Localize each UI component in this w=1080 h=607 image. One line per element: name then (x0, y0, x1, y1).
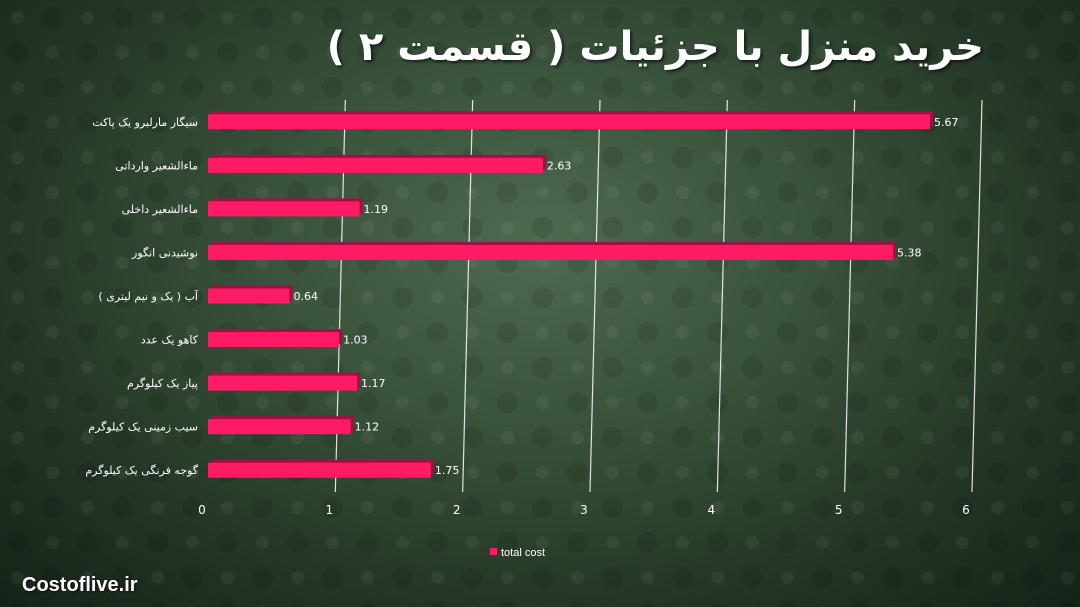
x-tick-label: 0 (198, 503, 206, 517)
category-label: گوجه فرنگی یک کیلوگرم (85, 464, 198, 477)
bar-value-label: 1.75 (435, 464, 460, 477)
category-label: ماءالشعیر وارداتی (115, 159, 198, 172)
x-tick-label: 6 (962, 503, 970, 517)
gridline (971, 99, 983, 493)
bar (208, 288, 290, 304)
site-watermark: Costoflive.ir (22, 574, 138, 596)
bar-value-label: 1.03 (343, 334, 368, 347)
x-tick-label: 1 (326, 503, 334, 517)
category-label: آب ( یک و نیم لیتری ) (98, 289, 199, 303)
x-tick-label: 5 (835, 503, 843, 517)
bar-value-label: 5.38 (897, 246, 922, 259)
bar (208, 157, 543, 173)
legend-swatch (490, 548, 497, 555)
bar-value-label: 1.12 (355, 421, 380, 434)
bar-value-label: 2.63 (547, 159, 572, 172)
bar-value-label: 5.67 (934, 116, 959, 129)
bar (208, 201, 360, 217)
category-label: ماءالشعیر داخلی (122, 203, 199, 216)
category-label: سیب زمینی یک کیلوگرم (88, 421, 198, 434)
x-tick-label: 3 (580, 503, 588, 517)
category-label: کاهو یک عدد (141, 334, 199, 347)
category-label: سیگار مارلبرو یک پاکت (92, 116, 198, 129)
bar (208, 332, 340, 348)
bar (208, 114, 930, 130)
gridline (716, 99, 728, 493)
gridline (589, 99, 601, 493)
gridline (844, 99, 856, 493)
category-label: نوشیدنی انگور (131, 246, 198, 259)
x-tick-label: 4 (708, 503, 716, 517)
bar (208, 375, 357, 391)
category-label: پیاز یک کیلوگرم (127, 377, 198, 390)
chart-title: خرید منزل با جزئیات ( قسمت ۲ ) (326, 24, 984, 70)
bar-value-label: 1.17 (361, 377, 386, 390)
bar-value-label: 1.19 (364, 203, 389, 216)
bar-value-label: 0.64 (293, 290, 318, 303)
bar (208, 419, 351, 435)
legend-label: total cost (501, 547, 545, 559)
x-tick-label: 2 (453, 503, 461, 517)
bar (208, 244, 894, 260)
bar (208, 462, 431, 478)
